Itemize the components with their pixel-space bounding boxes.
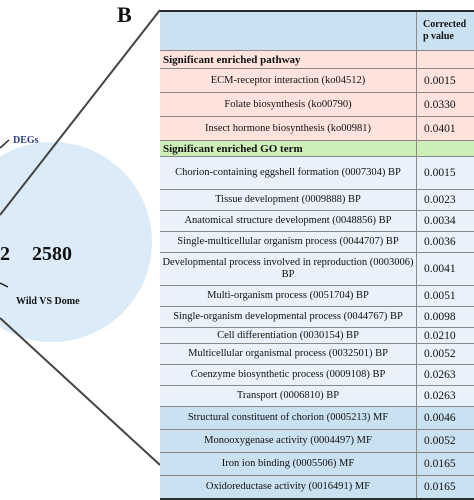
table-row: Folate biosynthesis (ko00790) 0.0330 [160, 93, 474, 117]
table-row: Structural constituent of chorion (00052… [160, 407, 474, 430]
venn-diagram: DEGs 2 2580 Wild VS Dome [0, 0, 160, 474]
table-row: Multicellular organismal process (003250… [160, 344, 474, 365]
panel-letter: B [117, 2, 132, 28]
pathway-section-blank [417, 51, 474, 69]
header-row: Corrected p value [160, 11, 474, 51]
term-cell: Oxidoreductase activity (0016491) MF [160, 476, 417, 500]
venn-graphic [0, 0, 160, 474]
pvalue-cell: 0.0015 [417, 157, 474, 190]
term-cell: Monooxygenase activity (0004497) MF [160, 430, 417, 453]
pvalue-cell: 0.0401 [417, 117, 474, 141]
table-row: Cell differentiation (0030154) BP 0.0210 [160, 328, 474, 344]
pvalue-cell: 0.0052 [417, 344, 474, 365]
table-row: Coenzyme biosynthetic process (0009108) … [160, 365, 474, 386]
pvalue-cell: 0.0330 [417, 93, 474, 117]
term-cell: Multi-organism process (0051704) BP [160, 286, 417, 307]
pvalue-cell: 0.0051 [417, 286, 474, 307]
term-cell: Chorion-containing eggshell formation (0… [160, 157, 417, 190]
pvalue-cell: 0.0015 [417, 69, 474, 93]
term-cell: ECM-receptor interaction (ko04512) [160, 69, 417, 93]
venn-left-count: 2 [0, 243, 10, 266]
term-cell: Iron ion binding (0005506) MF [160, 453, 417, 476]
table-row: ECM-receptor interaction (ko04512) 0.001… [160, 69, 474, 93]
term-cell: Folate biosynthesis (ko00790) [160, 93, 417, 117]
venn-circle [0, 142, 152, 342]
pvalue-cell: 0.0036 [417, 232, 474, 253]
term-cell: Developmental process involved in reprod… [160, 253, 417, 286]
term-cell: Insect hormone biosynthesis (ko00981) [160, 117, 417, 141]
term-cell: Single-multicellular organism process (0… [160, 232, 417, 253]
header-pvalue: Corrected p value [417, 11, 474, 51]
term-cell: Multicellular organismal process (003250… [160, 344, 417, 365]
table-row: Oxidoreductase activity (0016491) MF 0.0… [160, 476, 474, 500]
enrichment-table: Corrected p value Significant enriched p… [160, 10, 474, 500]
venn-caption: Wild VS Dome [16, 296, 80, 307]
pvalue-cell: 0.0046 [417, 407, 474, 430]
pvalue-cell: 0.0263 [417, 365, 474, 386]
term-cell: Transport (0006810) BP [160, 386, 417, 407]
table-body: Corrected p value Significant enriched p… [160, 11, 474, 499]
degs-label: DEGs [13, 135, 39, 146]
table-row: Anatomical structure development (004885… [160, 211, 474, 232]
term-cell: Single-organism developmental process (0… [160, 307, 417, 328]
pvalue-cell: 0.0263 [417, 386, 474, 407]
venn-tick-top [0, 140, 9, 148]
table-row: Transport (0006810) BP 0.0263 [160, 386, 474, 407]
pvalue-cell: 0.0041 [417, 253, 474, 286]
zoom-line-bottom [0, 318, 160, 465]
venn-right-count: 2580 [32, 243, 72, 266]
table-row: Chorion-containing eggshell formation (0… [160, 157, 474, 190]
go-section-blank [417, 141, 474, 157]
term-cell: Anatomical structure development (004885… [160, 211, 417, 232]
table-row: Iron ion binding (0005506) MF 0.0165 [160, 453, 474, 476]
go-section-title: Significant enriched GO term [160, 141, 417, 157]
term-cell: Cell differentiation (0030154) BP [160, 328, 417, 344]
table-row: Single-organism developmental process (0… [160, 307, 474, 328]
table-row: Multi-organism process (0051704) BP 0.00… [160, 286, 474, 307]
term-cell: Coenzyme biosynthetic process (0009108) … [160, 365, 417, 386]
pvalue-cell: 0.0165 [417, 453, 474, 476]
table-row: Tissue development (0009888) BP 0.0023 [160, 190, 474, 211]
go-section-row: Significant enriched GO term [160, 141, 474, 157]
term-cell: Structural constituent of chorion (00052… [160, 407, 417, 430]
header-term-cell [160, 11, 417, 51]
pvalue-cell: 0.0052 [417, 430, 474, 453]
pvalue-cell: 0.0034 [417, 211, 474, 232]
table-row: Insect hormone biosynthesis (ko00981) 0.… [160, 117, 474, 141]
pvalue-cell: 0.0098 [417, 307, 474, 328]
pathway-section-row: Significant enriched pathway [160, 51, 474, 69]
pathway-section-title: Significant enriched pathway [160, 51, 417, 69]
table-row: Single-multicellular organism process (0… [160, 232, 474, 253]
term-cell: Tissue development (0009888) BP [160, 190, 417, 211]
pvalue-cell: 0.0210 [417, 328, 474, 344]
pvalue-cell: 0.0023 [417, 190, 474, 211]
table-row: Monooxygenase activity (0004497) MF 0.00… [160, 430, 474, 453]
pvalue-cell: 0.0165 [417, 476, 474, 500]
table-row: Developmental process involved in reprod… [160, 253, 474, 286]
